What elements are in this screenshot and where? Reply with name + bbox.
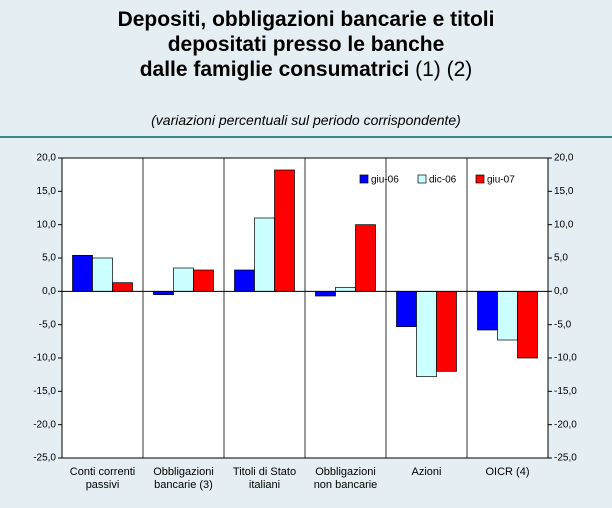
- x-tick-label: Obbligazioni bancarie (3): [153, 466, 214, 491]
- x-tick-label: Obbligazioni non bancarie: [313, 466, 378, 491]
- chart-title: dalle famiglie consumatrici: [139, 58, 410, 81]
- y-tick-label: 5,0: [42, 253, 56, 264]
- legend-swatch: [359, 174, 369, 184]
- y-tick-label: 10,0: [37, 219, 57, 230]
- legend-label: giu-07: [487, 175, 515, 186]
- divider: [0, 136, 612, 138]
- bar: [416, 290, 437, 378]
- chart-title: dalle famiglie consumatrici (1) (2): [0, 58, 612, 82]
- title-note: (1) (2): [415, 58, 473, 81]
- y-tick-label: -20,0: [33, 419, 56, 430]
- chart-subtitle: (variazioni percentuali sul periodo corr…: [151, 112, 461, 128]
- bar: [92, 257, 113, 292]
- y-tick-label: -15,0: [33, 386, 56, 397]
- y2-tick-label: -5,0: [554, 319, 572, 330]
- x-tick-label: Conti correnti passivi: [69, 466, 136, 491]
- y-tick-label: 0,0: [42, 286, 56, 297]
- bar: [193, 269, 214, 292]
- bar: [72, 254, 93, 292]
- bar: [234, 269, 255, 292]
- y-tick-label: -5,0: [39, 319, 57, 330]
- chart-title: Depositi, obbligazioni bancarie e titoli: [117, 8, 495, 31]
- y-tick-label: -25,0: [33, 453, 56, 464]
- bar: [497, 290, 518, 341]
- x-tick-label: Titoli di Stato italiani: [232, 466, 297, 491]
- legend-swatch: [475, 174, 485, 184]
- y2-tick-label: 0,0: [554, 286, 568, 297]
- y2-tick-label: -10,0: [554, 353, 577, 364]
- y2-tick-label: -25,0: [554, 453, 577, 464]
- legend-swatch: [417, 174, 427, 184]
- bar: [254, 217, 275, 292]
- bar: [173, 267, 194, 292]
- bar: [355, 224, 376, 292]
- bar: [477, 290, 498, 331]
- y2-tick-label: 5,0: [554, 253, 568, 264]
- y-tick-label: 20,0: [37, 153, 57, 164]
- bar: [335, 286, 356, 292]
- x-tick-label: Azioni: [411, 466, 442, 478]
- y-tick-label: -10,0: [33, 353, 56, 364]
- legend-label: dic-06: [429, 175, 457, 186]
- y2-tick-label: 10,0: [554, 219, 574, 230]
- bar: [315, 290, 336, 297]
- x-tick-label: OICR (4): [485, 466, 530, 478]
- y2-tick-label: 15,0: [554, 186, 574, 197]
- y2-tick-label: -20,0: [554, 419, 577, 430]
- y-tick-label: 15,0: [37, 186, 57, 197]
- chart-title: depositati presso le banche: [167, 33, 445, 56]
- bar: [436, 290, 457, 372]
- bar: [396, 290, 417, 328]
- y2-tick-label: -15,0: [554, 386, 577, 397]
- legend-label: giu-06: [371, 175, 399, 186]
- bar: [274, 169, 295, 292]
- bar: [112, 282, 133, 292]
- bar: [517, 290, 538, 359]
- y2-tick-label: 20,0: [554, 153, 574, 164]
